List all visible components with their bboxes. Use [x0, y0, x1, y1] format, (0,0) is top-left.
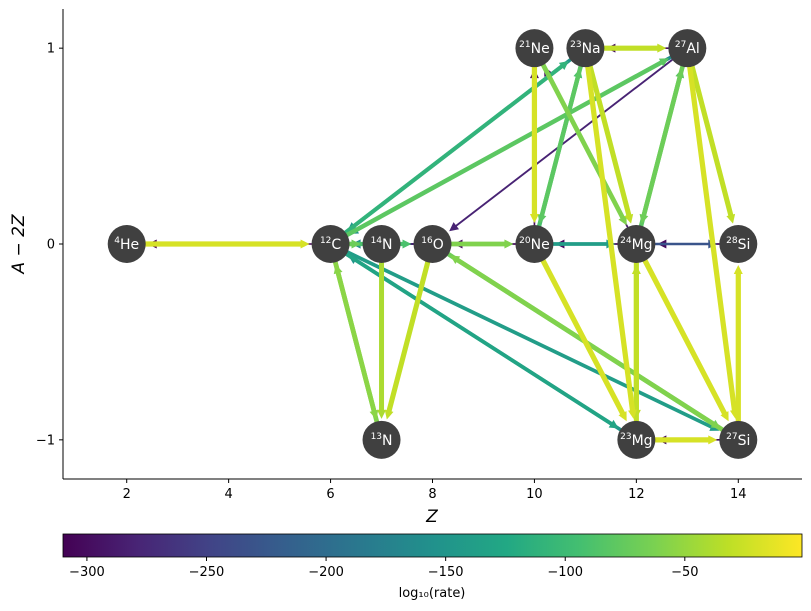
edge-al27-si27 [687, 64, 739, 420]
x-tick-label: 6 [326, 487, 334, 502]
node-label: 21Ne [519, 40, 550, 57]
x-axis-label: Z [425, 507, 438, 527]
node-label: 12C [320, 236, 341, 253]
colorbar-tick-label: −100 [547, 565, 583, 580]
y-tick-label: 1 [47, 42, 55, 57]
node-n13: 13N [362, 420, 401, 459]
edge-o16-n13 [384, 259, 431, 420]
node-circle [668, 29, 707, 68]
node-circle [515, 225, 554, 263]
edge-n14-n13 [377, 260, 387, 419]
node-circle [107, 225, 146, 263]
edge-na23-al27 [601, 43, 667, 53]
node-label: 14N [371, 236, 393, 253]
edge-ne21-ne20 [529, 64, 539, 223]
colorbar-tick-label: −200 [308, 565, 344, 580]
node-si28: 28Si [719, 225, 758, 263]
node-label: 4He [114, 236, 139, 253]
edge-al27-mg24 [639, 64, 685, 224]
node-al27: 27Al [668, 29, 707, 68]
node-si27: 27Si [719, 420, 758, 459]
x-tick-label: 14 [730, 487, 747, 502]
edge-he4-c12 [143, 239, 310, 249]
y-tick-label: 0 [47, 238, 55, 253]
node-circle [566, 29, 605, 68]
edge-c12-n14 [347, 239, 361, 249]
x-tick-label: 12 [628, 487, 645, 502]
edge-c12-na23 [343, 60, 569, 235]
edge-na23-ne20 [537, 64, 583, 224]
edge-o16-ne20 [449, 239, 514, 249]
node-ne21: 21Ne [515, 29, 554, 68]
nodes-layer: 4He 12C 13N 14N 16O 20Ne 21Ne 23Na 23Mg 24Mg 27Al 2… [107, 29, 758, 459]
edge-c12-n13 [332, 259, 379, 420]
node-circle [413, 225, 452, 263]
edge-ne20-mg23 [540, 258, 627, 422]
node-label: 23Mg [620, 432, 652, 449]
x-tick-label: 4 [224, 487, 232, 502]
node-label: 23Na [570, 40, 601, 57]
colorbar-label: log₁₀(rate) [399, 586, 466, 601]
node-circle [617, 225, 656, 263]
x-tick-label: 8 [428, 487, 436, 502]
node-circle [719, 225, 758, 263]
node-label: 24Mg [620, 236, 652, 253]
edge-ne21-mg24 [540, 62, 627, 226]
node-label: 20Ne [519, 236, 550, 253]
x-tick-label: 10 [526, 487, 543, 502]
edge-c12-al27 [344, 58, 669, 238]
y-axis-label: A − 2Z [9, 214, 29, 274]
y-tick-label: −1 [36, 433, 55, 448]
node-n14: 14N [362, 225, 401, 263]
colorbar-tick-label: −250 [189, 565, 225, 580]
node-label: 28Si [726, 236, 750, 253]
edge-mg24-si27 [642, 258, 729, 422]
node-label: 16O [421, 236, 443, 253]
colorbar-gradient [62, 533, 803, 558]
x-tick-label: 2 [123, 487, 131, 502]
colorbar-tick-label: −50 [671, 565, 698, 580]
edge-na23-mg23 [585, 64, 637, 420]
edge-c12-mg23 [344, 252, 619, 429]
node-label: 27Al [675, 40, 700, 57]
node-mg23: 23Mg [617, 420, 656, 459]
edge-al27-si28 [689, 63, 736, 224]
node-o16: 16O [413, 225, 452, 263]
node-he4: 4He [107, 225, 146, 263]
edge-na23-mg24 [587, 63, 634, 224]
edge-si27-si28 [733, 265, 743, 424]
edge-al27-o16 [449, 58, 674, 232]
node-c12: 12C [311, 225, 350, 263]
node-circle [617, 420, 656, 459]
node-circle [362, 420, 401, 459]
node-na23: 23Na [566, 29, 605, 68]
edge-mg23-mg24 [631, 265, 641, 424]
node-circle [515, 29, 554, 68]
edge-mg23-si27 [652, 435, 718, 445]
colorbar-tick-label: −150 [428, 565, 464, 580]
node-mg24: 24Mg [617, 225, 656, 263]
colorbar-tick-label: −300 [69, 565, 105, 580]
node-label: 13N [371, 432, 393, 449]
node-circle [719, 420, 758, 459]
node-circle [311, 225, 350, 263]
node-ne20: 20Ne [515, 225, 554, 263]
edge-c12-si27 [345, 250, 720, 431]
node-label: 27Si [726, 432, 750, 449]
colorbar: −300 −250 −200 −150 −100 −50 [62, 533, 803, 580]
node-circle [362, 225, 401, 263]
